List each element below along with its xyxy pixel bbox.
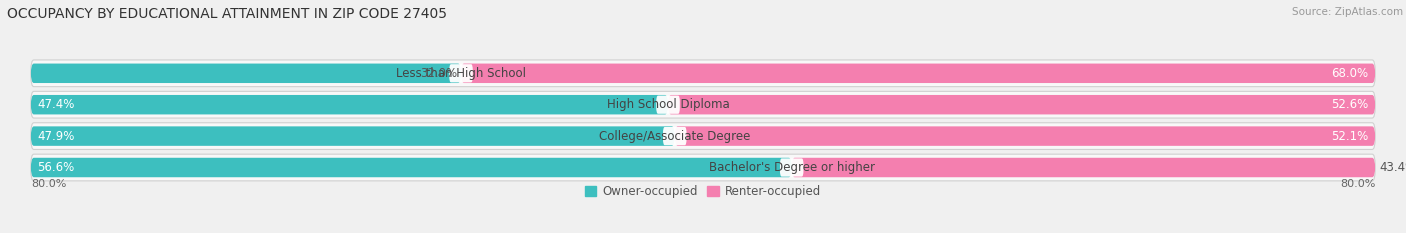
Text: 68.0%: 68.0% — [1331, 67, 1368, 80]
FancyBboxPatch shape — [668, 95, 1375, 114]
Text: 52.1%: 52.1% — [1331, 130, 1368, 143]
FancyBboxPatch shape — [780, 158, 803, 177]
Text: 32.0%: 32.0% — [420, 67, 457, 80]
Text: OCCUPANCY BY EDUCATIONAL ATTAINMENT IN ZIP CODE 27405: OCCUPANCY BY EDUCATIONAL ATTAINMENT IN Z… — [7, 7, 447, 21]
Text: 43.4%: 43.4% — [1379, 161, 1406, 174]
Text: Source: ZipAtlas.com: Source: ZipAtlas.com — [1292, 7, 1403, 17]
FancyBboxPatch shape — [657, 96, 681, 114]
Text: Less than High School: Less than High School — [396, 67, 526, 80]
Text: 47.4%: 47.4% — [38, 98, 75, 111]
FancyBboxPatch shape — [31, 123, 1375, 149]
FancyBboxPatch shape — [450, 64, 472, 82]
Text: College/Associate Degree: College/Associate Degree — [599, 130, 751, 143]
Text: 52.6%: 52.6% — [1331, 98, 1368, 111]
FancyBboxPatch shape — [675, 126, 1375, 146]
Legend: Owner-occupied, Renter-occupied: Owner-occupied, Renter-occupied — [579, 180, 827, 202]
FancyBboxPatch shape — [31, 95, 668, 114]
FancyBboxPatch shape — [31, 126, 675, 146]
Text: 56.6%: 56.6% — [38, 161, 75, 174]
FancyBboxPatch shape — [31, 64, 461, 83]
FancyBboxPatch shape — [31, 154, 1375, 181]
Text: 47.9%: 47.9% — [38, 130, 75, 143]
FancyBboxPatch shape — [461, 64, 1375, 83]
FancyBboxPatch shape — [792, 158, 1375, 177]
Text: 80.0%: 80.0% — [1340, 179, 1375, 189]
Text: Bachelor's Degree or higher: Bachelor's Degree or higher — [709, 161, 875, 174]
Text: High School Diploma: High School Diploma — [606, 98, 730, 111]
FancyBboxPatch shape — [31, 91, 1375, 118]
FancyBboxPatch shape — [31, 60, 1375, 87]
FancyBboxPatch shape — [31, 158, 792, 177]
Text: 80.0%: 80.0% — [31, 179, 66, 189]
FancyBboxPatch shape — [664, 127, 686, 145]
